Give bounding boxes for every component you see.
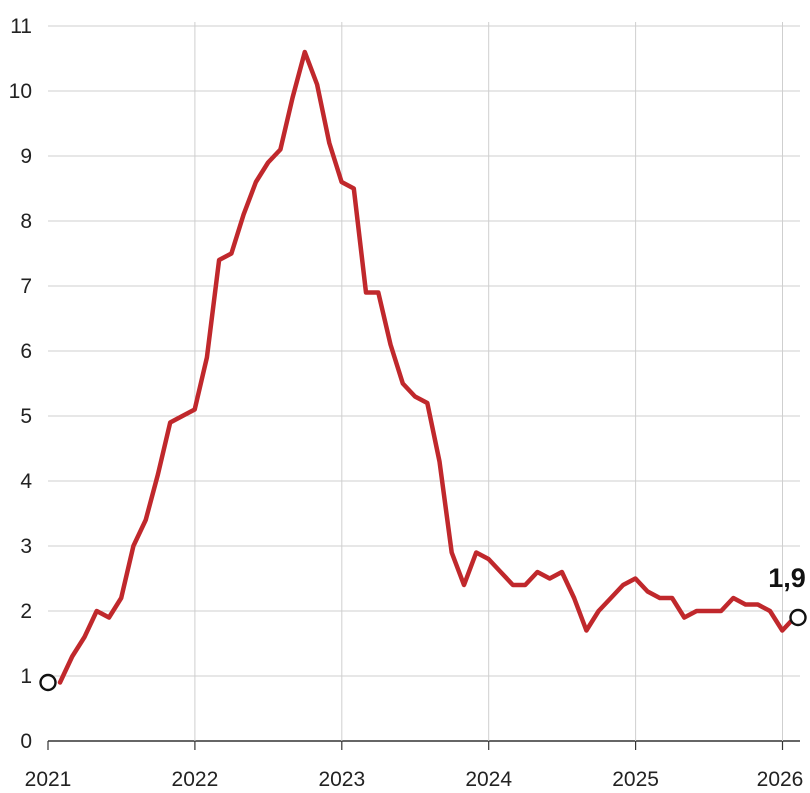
x-tick-label: 2021 bbox=[25, 768, 72, 791]
y-tick-label: 9 bbox=[20, 145, 32, 168]
endpoint-marker bbox=[39, 673, 57, 692]
y-axis-tick-labels: 0 1 2 3 4 5 6 7 8 9 10 11 bbox=[9, 15, 33, 753]
y-tick-label: 6 bbox=[20, 340, 32, 363]
x-tick-label: 2025 bbox=[612, 768, 659, 791]
y-tick-label: 3 bbox=[20, 535, 32, 558]
x-axis-tick-labels: 2021 2022 2023 2024 2025 2026 bbox=[25, 768, 804, 791]
y-tick-label: 5 bbox=[20, 405, 32, 428]
y-tick-label: 11 bbox=[10, 15, 32, 38]
y-tick-label: 0 bbox=[20, 730, 32, 753]
y-tick-label: 2 bbox=[20, 600, 32, 623]
y-tick-label: 10 bbox=[9, 80, 32, 103]
y-tick-label: 8 bbox=[20, 210, 32, 233]
y-tick-label: 4 bbox=[20, 470, 32, 493]
endpoint-marker bbox=[789, 608, 807, 627]
series-line bbox=[57, 49, 797, 685]
gridlines bbox=[47, 22, 800, 750]
x-tick-label: 2026 bbox=[757, 768, 804, 791]
y-tick-label: 7 bbox=[20, 275, 32, 298]
x-tick-label: 2022 bbox=[172, 768, 219, 791]
endpoint-markers bbox=[39, 608, 807, 692]
y-tick-label: 1 bbox=[20, 665, 32, 688]
x-tick-label: 2023 bbox=[318, 768, 365, 791]
last-value-label: 1,9 bbox=[768, 563, 806, 593]
x-tick-label: 2024 bbox=[465, 768, 512, 791]
